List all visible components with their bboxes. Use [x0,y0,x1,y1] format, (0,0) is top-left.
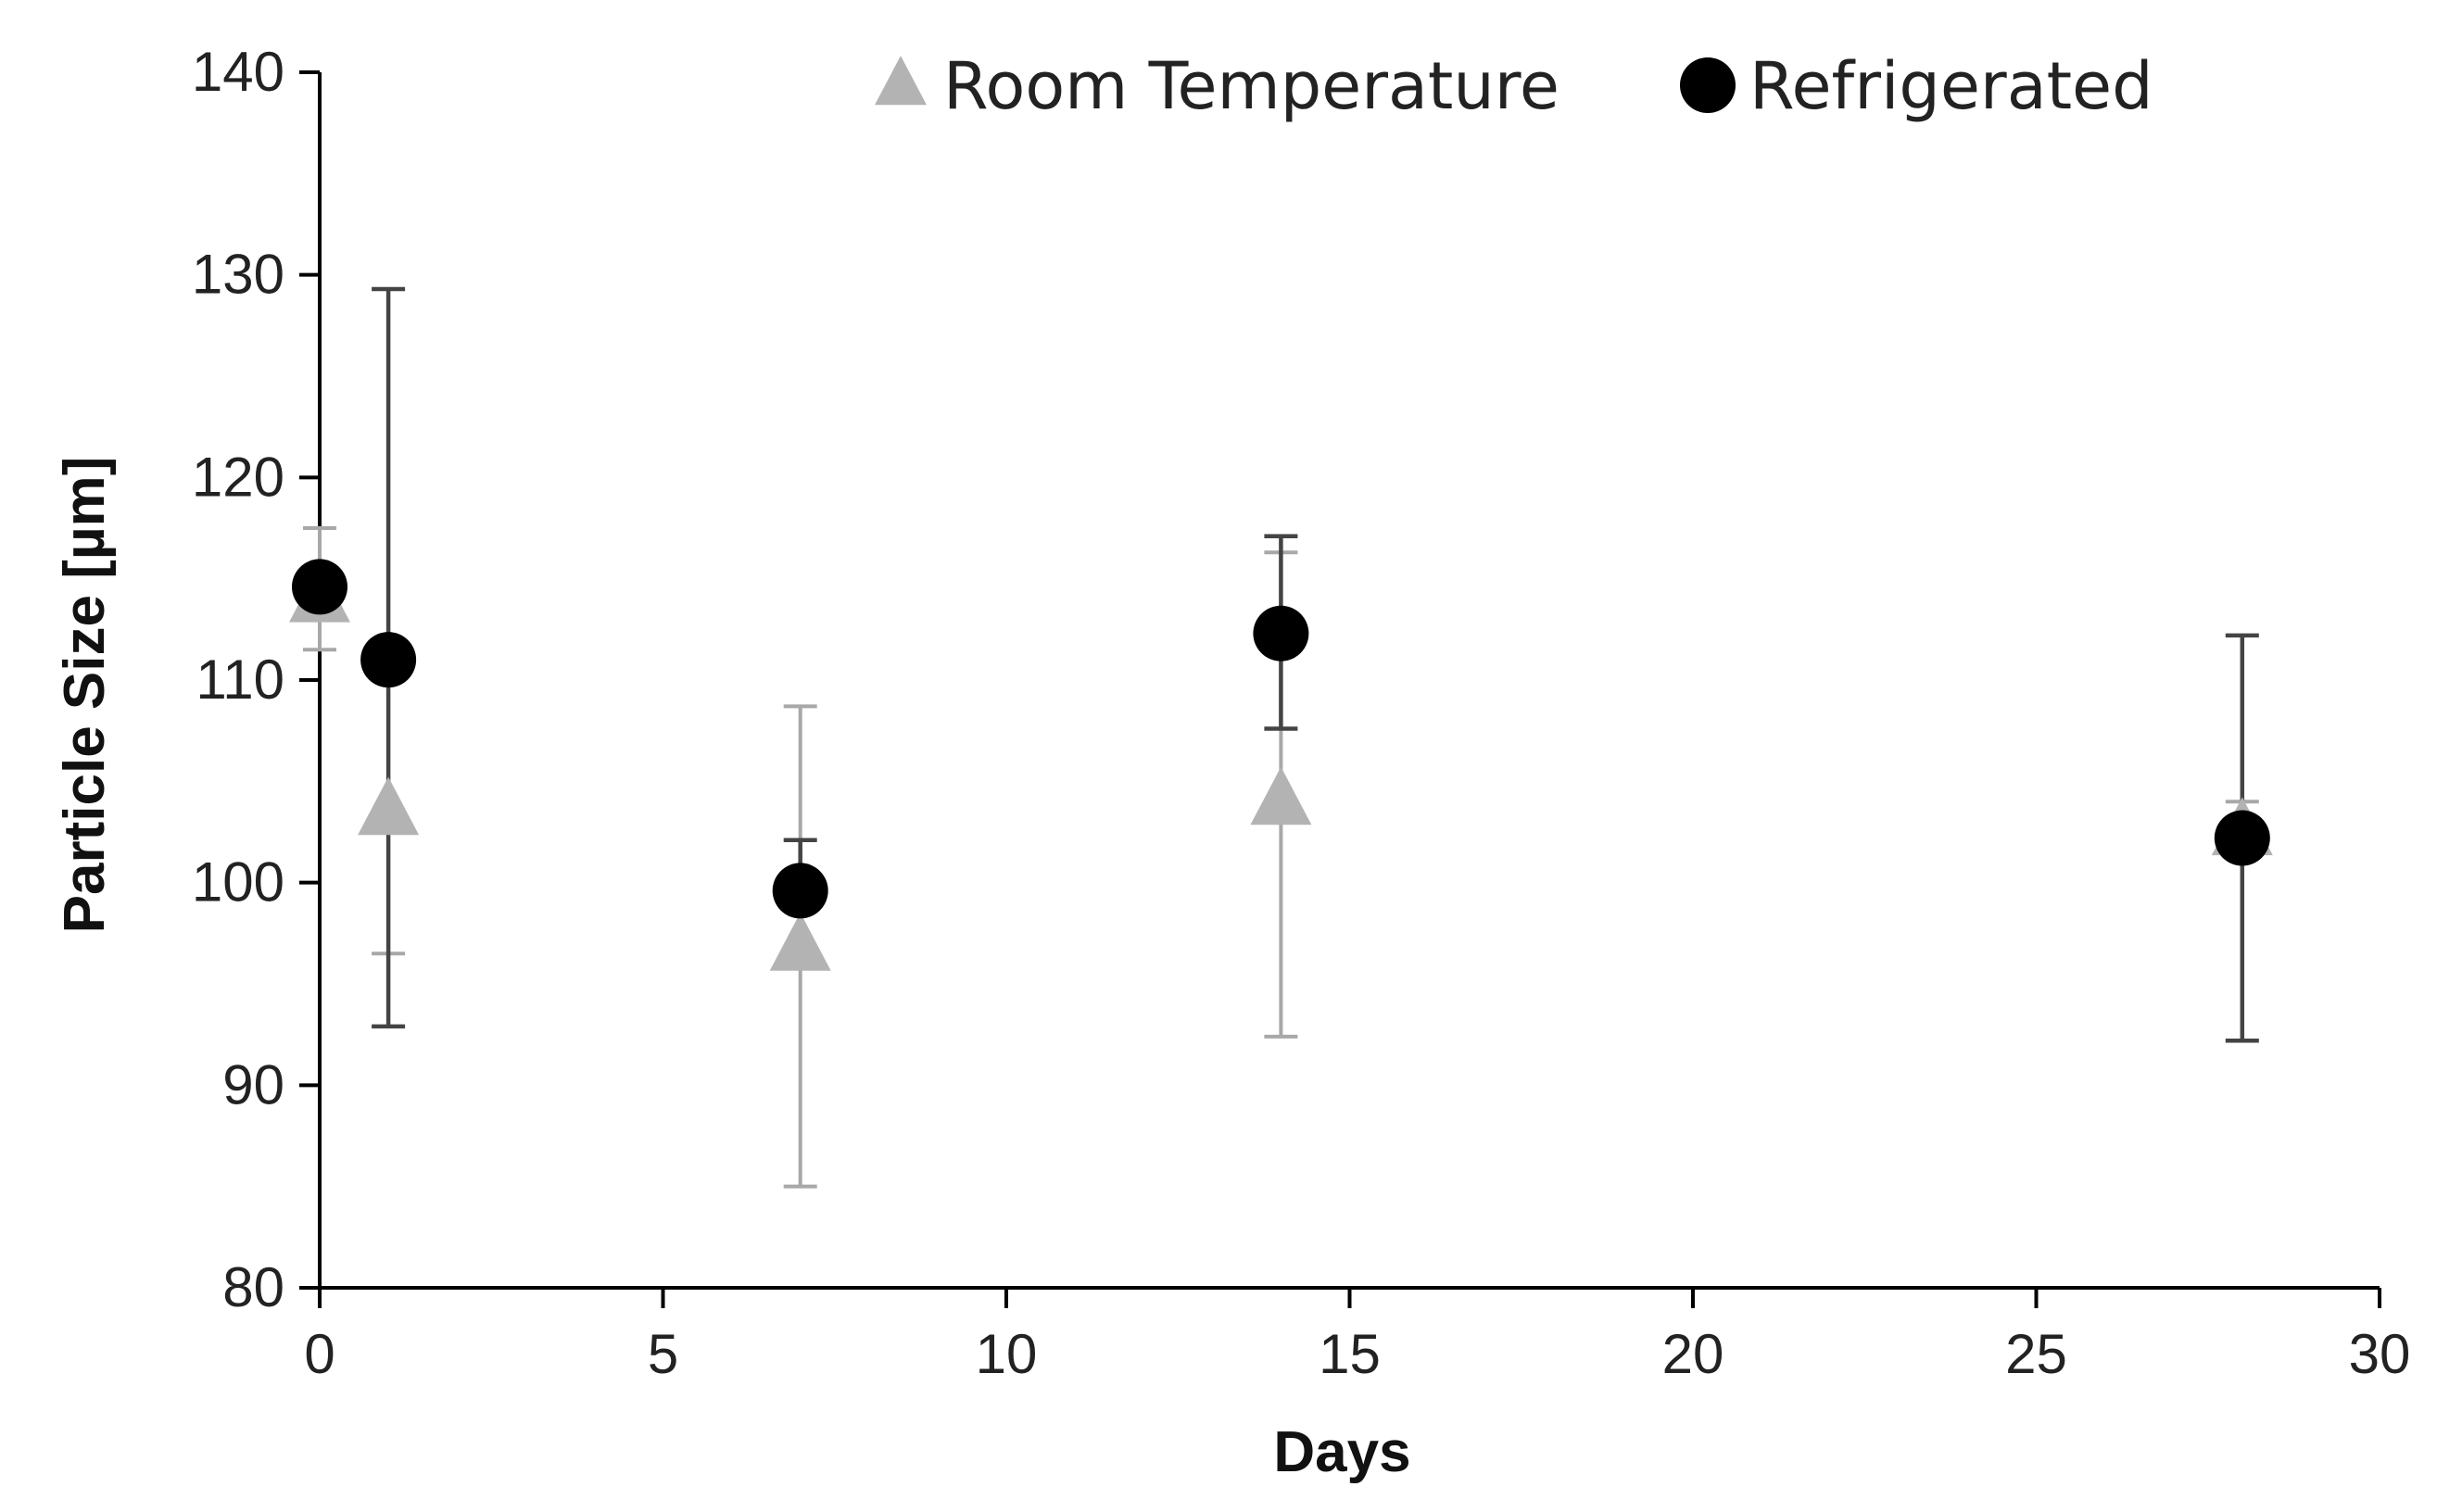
legend-refrigerated-marker [1680,57,1736,113]
y-tick-label: 140 [192,41,284,103]
refrigerated-point [360,632,417,688]
x-axis-title: Days [1273,1420,1410,1484]
y-tick-label: 110 [196,649,284,711]
refrigerated-point [772,863,828,919]
refrigerated-point [292,559,347,615]
y-tick-label: 90 [222,1053,284,1115]
legend-refrigerated-label: Refrigerated [1749,48,2153,124]
refrigerated-point [1253,605,1309,662]
y-axis-title: Particle Size [µm] [53,457,117,934]
x-tick-label: 30 [2349,1323,2411,1385]
markers [289,559,2273,971]
x-tick-label: 0 [304,1323,335,1385]
y-tick-label: 120 [192,446,284,508]
legend-room-temperature-label: Room Temperature [943,48,1559,124]
refrigerated-point [2214,810,2270,866]
x-tick-label: 10 [976,1323,1038,1385]
room-temperature-point [358,776,420,836]
x-tick-label: 5 [648,1323,678,1385]
error-bars [303,286,2259,1189]
x-tick-label: 15 [1319,1323,1381,1385]
y-tick-label: 80 [222,1256,284,1318]
axes: 80 90 100 110 120 130 140 0 5 10 15 20 25 30 [192,41,2410,1385]
legend: Room Temperature Refrigerated [875,48,2153,124]
x-tick-label: 20 [1662,1323,1724,1385]
x-tick-label: 25 [2005,1323,2067,1385]
room-temperature-point [1250,766,1312,825]
legend-room-temperature-marker [875,56,927,106]
room-temperature-point [769,913,831,971]
y-tick-label: 130 [192,244,284,306]
y-tick-label: 100 [192,851,284,914]
